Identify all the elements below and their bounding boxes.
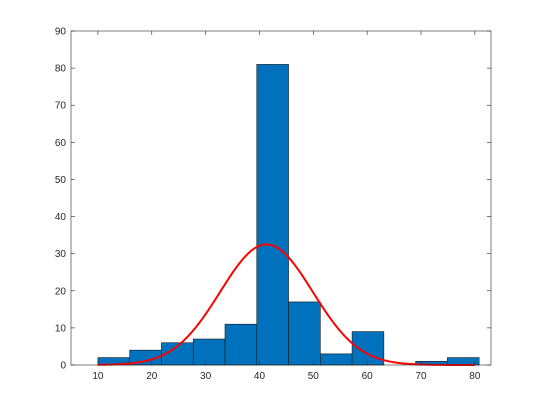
y-tick-label: 10 [55,323,67,334]
x-tick-label: 40 [254,371,266,382]
normal-fit-curve [97,243,475,366]
axes-layer: 10 20 30 40 50 60 70 80 0 10 20 30 40 50 60 70 80 90 [55,27,492,382]
y-tick-label: 0 [60,361,66,372]
y-tick-label: 50 [55,175,67,186]
x-tick-label: 30 [200,371,212,382]
x-tick-label: 60 [362,371,374,382]
histogram-bar [288,301,321,366]
y-tick-label: 80 [55,64,67,75]
y-tick-label: 60 [55,138,67,149]
axes-box [70,30,492,366]
histogram-bar [224,323,258,366]
histogram-bar [320,353,353,366]
x-tick-label: 10 [92,371,104,382]
y-tick-label: 20 [55,286,67,297]
histogram-bar [447,357,480,366]
histogram-bar [192,338,226,366]
y-tick-label: 90 [55,27,67,38]
histogram-bar [256,64,289,366]
x-tick-label: 70 [415,371,427,382]
histogram-bar [351,331,385,366]
fit-curve-layer [97,243,475,366]
x-tick-label: 50 [308,371,320,382]
bars-layer [97,64,480,366]
y-tick-label: 70 [55,101,67,112]
x-tick-label: 20 [146,371,158,382]
y-tick-label: 40 [55,212,67,223]
x-tick-label: 80 [469,371,481,382]
y-tick-label: 30 [55,249,67,260]
